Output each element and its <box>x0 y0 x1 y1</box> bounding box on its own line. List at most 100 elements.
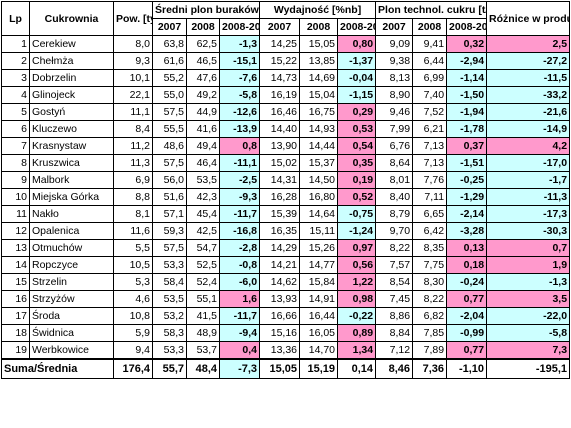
header-wyd-2007: 2007 <box>259 18 301 36</box>
cell-pd: -0,8 <box>218 256 261 274</box>
cell-wd: 0,80 <box>337 35 377 53</box>
table-row: 14 Ropczyce 10,5 53,3 52,5 -0,8 14,21 14,77 0,56… <box>1 256 571 274</box>
cell-wd: 0,97 <box>337 239 377 257</box>
cell-c07: 8,01 <box>375 171 414 189</box>
cell-w08: 14,77 <box>299 256 339 274</box>
cell-name: Kruszwica <box>29 154 114 172</box>
cell-c08: 7,52 <box>412 103 448 121</box>
cell-name: Nakło <box>29 205 114 223</box>
cell-pow: 6,9 <box>113 171 153 189</box>
cell-r: -17,3 <box>486 205 571 223</box>
cell-p07: 57,5 <box>152 239 187 257</box>
cell-c08: 9,41 <box>412 35 448 53</box>
cell-r: 7,3 <box>486 341 571 360</box>
cell-p08: 55,1 <box>186 290 220 308</box>
header-cukrownia: Cukrownia <box>29 1 114 36</box>
cell-w07: 14,73 <box>259 69 301 87</box>
cell-pow: 8,4 <box>113 120 153 138</box>
cell-p07: 59,3 <box>152 222 187 240</box>
cell-pd: -2,5 <box>218 171 261 189</box>
cell-w07: 13,36 <box>259 341 301 360</box>
cell-pd: 1,6 <box>218 290 261 308</box>
header-cukru-diff: 2008-2007 <box>446 18 488 36</box>
cell-w07: 15,16 <box>259 324 301 342</box>
cell-pow: 10,5 <box>113 256 153 274</box>
cell-c08: 8,30 <box>412 273 448 291</box>
cell-w07: 16,46 <box>259 103 301 121</box>
cell-p08: 42,5 <box>186 222 220 240</box>
cell-c07: 9,09 <box>375 35 414 53</box>
cell-name: Miejska Górka <box>29 188 114 206</box>
cell-p07: 58,3 <box>152 324 187 342</box>
table-row: 8 Kruszwica 11,3 57,5 46,4 -11,1 15,02 15,37 0,3… <box>1 154 571 172</box>
cell-p08: 47,6 <box>186 69 220 87</box>
cell-pd: 0,8 <box>218 137 261 155</box>
cell-c07: 8,40 <box>375 188 414 206</box>
cell-name: Kluczewo <box>29 120 114 138</box>
cell-r: 0,7 <box>486 239 571 257</box>
cell-c08: 7,89 <box>412 341 448 360</box>
cell-p08: 52,4 <box>186 273 220 291</box>
cell-pow: 9,3 <box>113 52 153 70</box>
cell-r: 2,5 <box>486 35 571 53</box>
cell-p08: 46,4 <box>186 154 220 172</box>
cell-pd: -5,8 <box>218 86 261 104</box>
cell-pd: -13,9 <box>218 120 261 138</box>
total-r: -195,1 <box>486 358 571 379</box>
total-c07: 8,46 <box>375 358 414 379</box>
table-row: 6 Kluczewo 8,4 55,5 41,6 -13,9 14,40 14,93 0,53 7… <box>1 120 571 138</box>
cell-w07: 14,21 <box>259 256 301 274</box>
cell-pd: -1,3 <box>218 35 261 53</box>
cell-r: -33,2 <box>486 86 571 104</box>
cell-p08: 41,5 <box>186 307 220 325</box>
cell-w07: 13,90 <box>259 137 301 155</box>
table-row: 1 Cerekiew 8,0 63,8 62,5 -1,3 14,25 15,05 0,80 9,… <box>1 35 571 53</box>
cell-name: Świdnica <box>29 324 114 342</box>
cell-w08: 14,91 <box>299 290 339 308</box>
cell-cd: -0,25 <box>446 171 488 189</box>
cell-lp: 10 <box>1 188 30 206</box>
cell-lp: 11 <box>1 205 30 223</box>
cell-c08: 8,35 <box>412 239 448 257</box>
cell-wd: 0,52 <box>337 188 377 206</box>
cell-wd: 0,35 <box>337 154 377 172</box>
header-plon-2008: 2008 <box>186 18 220 36</box>
cell-lp: 19 <box>1 341 30 360</box>
cell-c07: 8,13 <box>375 69 414 87</box>
cell-cd: -1,14 <box>446 69 488 87</box>
cell-wd: 0,53 <box>337 120 377 138</box>
header-wydajnosc: Wydajność [%nb] <box>259 1 377 19</box>
cell-lp: 2 <box>1 52 30 70</box>
cell-w08: 15,37 <box>299 154 339 172</box>
cell-cd: -1,94 <box>446 103 488 121</box>
cell-c07: 9,70 <box>375 222 414 240</box>
cell-c08: 7,76 <box>412 171 448 189</box>
total-wd: 0,14 <box>337 358 377 379</box>
cell-lp: 12 <box>1 222 30 240</box>
cell-wd: -0,22 <box>337 307 377 325</box>
table-row: 13 Otmuchów 5,5 57,5 54,7 -2,8 14,29 15,26 0,97 8… <box>1 239 571 257</box>
cell-pow: 5,9 <box>113 324 153 342</box>
cell-wd: -1,24 <box>337 222 377 240</box>
cell-r: -5,8 <box>486 324 571 342</box>
table-row: 5 Gostyń 11,1 57,5 44,9 -12,6 16,46 16,75 0,29 9,… <box>1 103 571 121</box>
header-wyd-2008: 2008 <box>299 18 339 36</box>
cell-lp: 8 <box>1 154 30 172</box>
cell-p07: 61,6 <box>152 52 187 70</box>
cell-p07: 51,6 <box>152 188 187 206</box>
cell-c07: 8,84 <box>375 324 414 342</box>
cell-pd: -11,1 <box>218 154 261 172</box>
cell-lp: 1 <box>1 35 30 53</box>
table-row: 15 Strzelin 5,3 58,4 52,4 -6,0 14,62 15,84 1,22 8… <box>1 273 571 291</box>
cell-c08: 6,42 <box>412 222 448 240</box>
cell-w07: 14,25 <box>259 35 301 53</box>
header-cukru-2007: 2007 <box>375 18 414 36</box>
cell-r: -11,5 <box>486 69 571 87</box>
cell-name: Strzelin <box>29 273 114 291</box>
cell-w08: 14,50 <box>299 171 339 189</box>
cell-c07: 7,99 <box>375 120 414 138</box>
cell-name: Środa <box>29 307 114 325</box>
cell-w07: 15,02 <box>259 154 301 172</box>
cell-p08: 44,9 <box>186 103 220 121</box>
cell-r: -27,2 <box>486 52 571 70</box>
